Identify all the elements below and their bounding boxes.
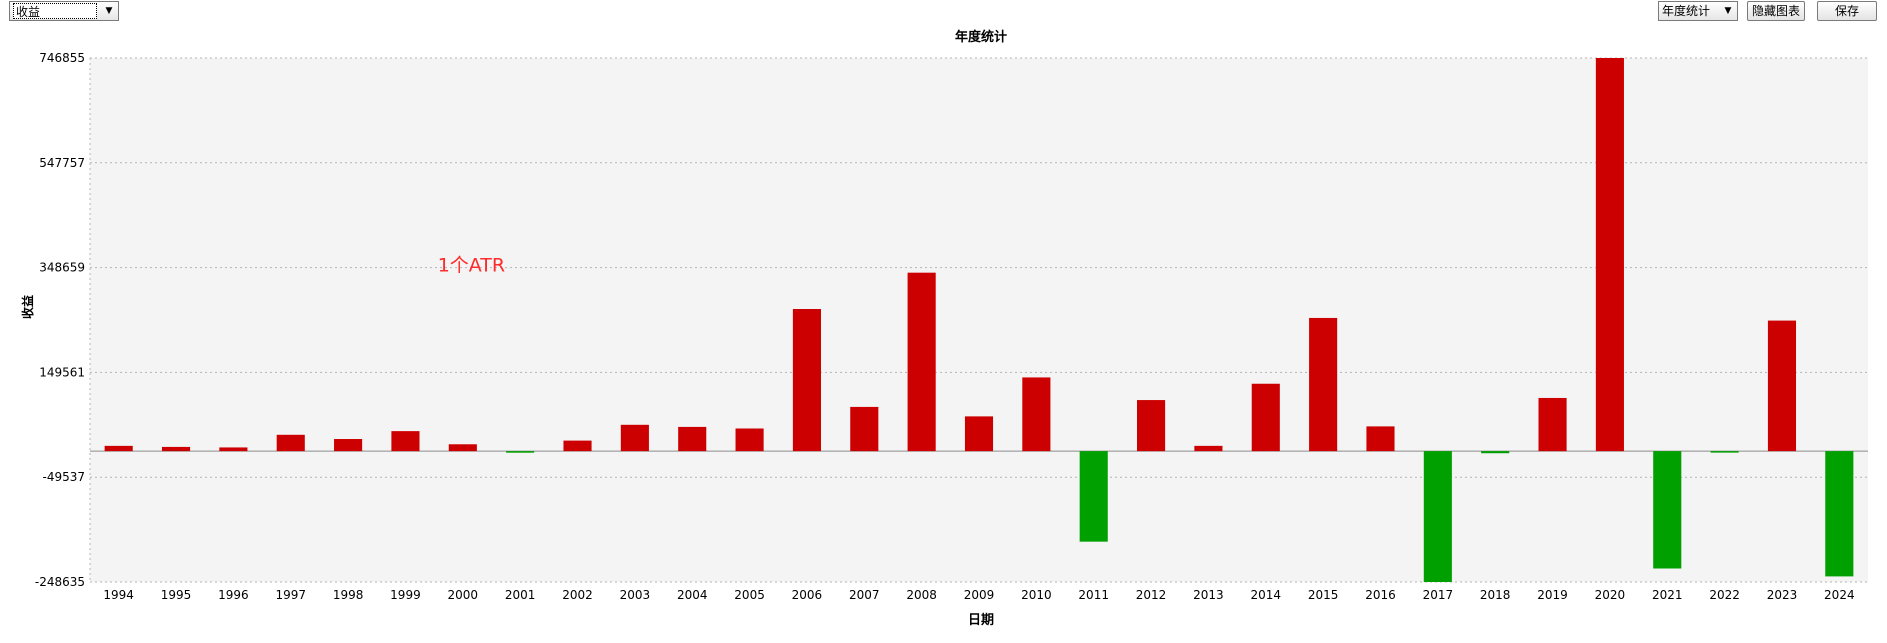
bar-2012: [1137, 400, 1166, 452]
plot-area: -248635 -49537 149561 348659 547757 746855 199…: [35, 51, 1868, 602]
bar-1997: [276, 434, 305, 452]
save-button[interactable]: 保存: [1817, 1, 1877, 21]
x-tick-label: 2013: [1193, 588, 1224, 602]
bar-1999: [391, 431, 420, 452]
bar-2020: [1595, 58, 1624, 452]
bar-2009: [964, 416, 994, 452]
bar-2010: [1022, 377, 1051, 452]
bar-1994: [104, 445, 133, 452]
bar-2022: [1710, 451, 1739, 453]
x-tick-label: 2015: [1308, 588, 1339, 602]
x-tick-label: 2024: [1824, 588, 1855, 602]
bar-2004: [678, 426, 707, 452]
bar-2023: [1767, 320, 1797, 452]
x-tick-label: 2009: [964, 588, 995, 602]
bar-2016: [1366, 426, 1395, 452]
period-select-value: 年度统计: [1662, 4, 1711, 18]
y-tick-label: 348659: [39, 261, 85, 275]
y-tick-label: 547757: [39, 156, 85, 170]
bar-2002: [563, 440, 592, 452]
x-tick-label: 1997: [275, 588, 306, 602]
x-tick-label: 2012: [1136, 588, 1167, 602]
plot-background: [90, 58, 1868, 582]
x-tick-label: 2006: [792, 588, 823, 602]
x-tick-label: 2004: [677, 588, 708, 602]
x-tick-label: 2017: [1423, 588, 1454, 602]
y-tick-label: 746855: [39, 51, 85, 65]
bar-2024: [1825, 451, 1854, 577]
metric-select[interactable]: 收益 ▼: [9, 1, 119, 21]
metric-select-value: 收益: [13, 3, 97, 19]
x-tick-label: 2008: [906, 588, 937, 602]
x-tick-label: 2014: [1251, 588, 1282, 602]
x-tick-label: 2003: [620, 588, 651, 602]
bar-2005: [735, 428, 764, 452]
bar-2001: [506, 451, 535, 453]
x-tick-label: 2020: [1595, 588, 1626, 602]
x-tick-label: 2022: [1709, 588, 1740, 602]
y-tick-label: -248635: [35, 575, 85, 589]
x-axis-label: 日期: [968, 613, 994, 628]
bar-2008: [907, 272, 936, 452]
bar-1995: [161, 446, 191, 452]
x-tick-label: 2018: [1480, 588, 1511, 602]
bar-2006: [792, 309, 821, 452]
x-tick-label: 1999: [390, 588, 421, 602]
bar-2014: [1251, 383, 1280, 452]
bar-2021: [1653, 451, 1682, 569]
bar-2007: [850, 406, 879, 452]
bar-2018: [1481, 451, 1510, 454]
chart-annotation: 1个ATR: [438, 255, 505, 277]
bar-2019: [1538, 397, 1567, 452]
x-tick-label: 2001: [505, 588, 536, 602]
y-axis-label: 收益: [20, 295, 35, 319]
x-tick-label: 1995: [161, 588, 192, 602]
bar-2017: [1423, 451, 1452, 582]
bar-1998: [334, 439, 363, 452]
x-tick-label: 2023: [1767, 588, 1798, 602]
x-tick-label: 2019: [1537, 588, 1568, 602]
x-tick-label: 1996: [218, 588, 249, 602]
chart-title: 年度统计: [955, 29, 1007, 45]
bar-2015: [1309, 317, 1338, 452]
chevron-down-icon[interactable]: ▼: [1724, 6, 1732, 16]
x-tick-label: 2010: [1021, 588, 1052, 602]
bar-2000: [448, 444, 477, 452]
bar-2013: [1194, 445, 1223, 452]
x-tick-label: 2016: [1365, 588, 1396, 602]
x-tick-label: 2007: [849, 588, 880, 602]
x-tick-label: 1998: [333, 588, 364, 602]
x-tick-label: 2005: [734, 588, 765, 602]
hide-chart-button[interactable]: 隐藏图表: [1747, 1, 1805, 21]
x-tick-label: 1994: [103, 588, 134, 602]
bar-2003: [620, 424, 649, 452]
period-select[interactable]: 年度统计 ▼: [1658, 1, 1738, 21]
x-tick-label: 2000: [448, 588, 479, 602]
bar-1996: [219, 447, 248, 452]
bar-2011: [1079, 451, 1108, 542]
y-tick-label: 149561: [39, 365, 85, 379]
x-tick-label: 2011: [1078, 588, 1109, 602]
x-tick-label: 2021: [1652, 588, 1683, 602]
y-tick-label: -49537: [42, 470, 85, 484]
chevron-down-icon[interactable]: ▼: [105, 6, 113, 16]
x-tick-label: 2002: [562, 588, 593, 602]
